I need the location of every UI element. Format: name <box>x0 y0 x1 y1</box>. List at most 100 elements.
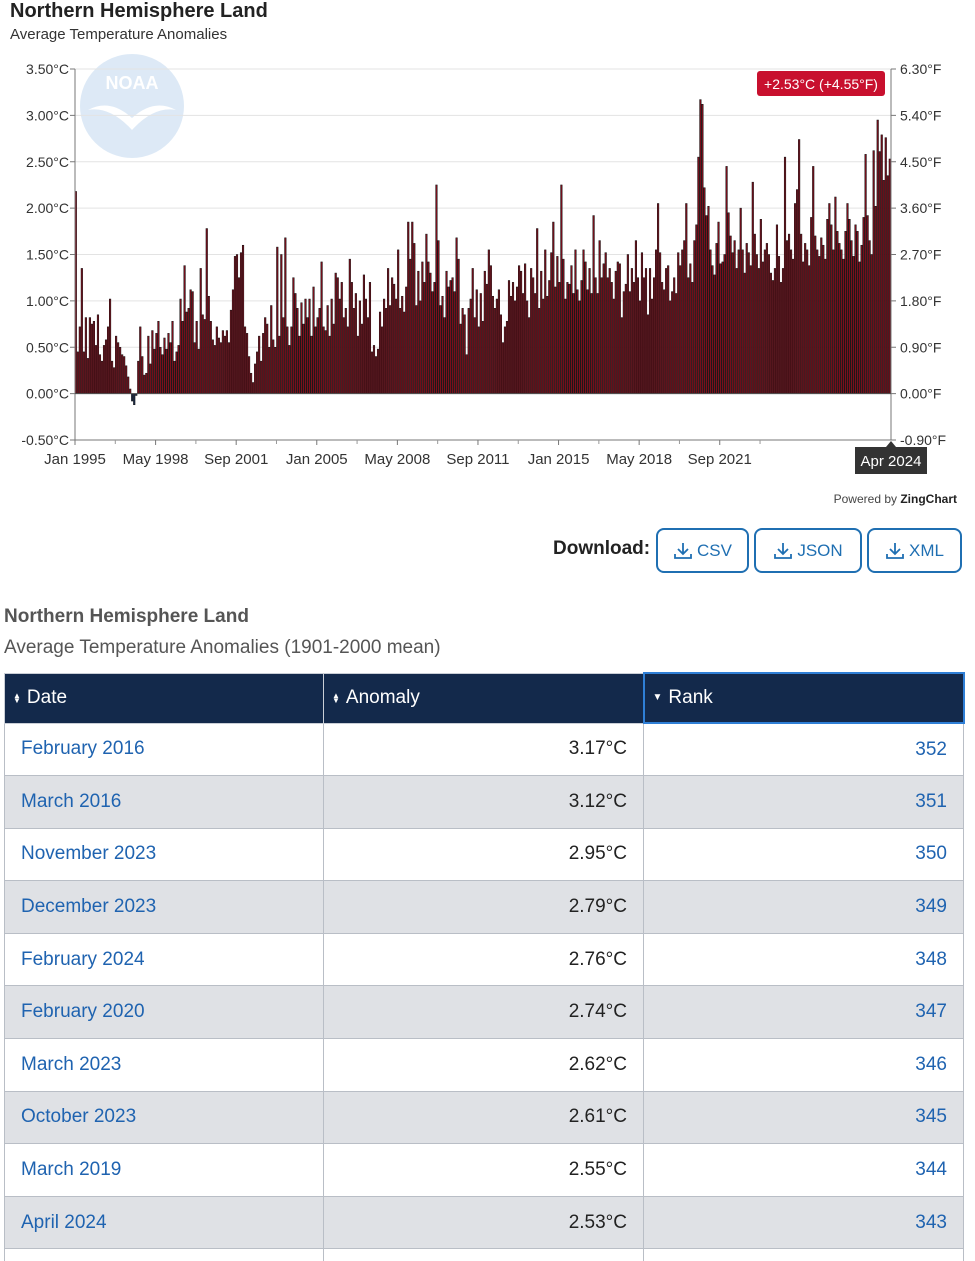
bar[interactable] <box>270 305 273 394</box>
bar[interactable] <box>646 314 650 394</box>
bar[interactable] <box>322 326 325 394</box>
bar[interactable] <box>677 252 680 394</box>
bar[interactable] <box>769 272 772 394</box>
bar[interactable] <box>794 203 797 394</box>
bar[interactable] <box>638 300 642 394</box>
bar[interactable] <box>737 249 740 394</box>
bar[interactable] <box>318 308 321 394</box>
bar[interactable] <box>675 293 678 394</box>
bar[interactable] <box>578 300 581 394</box>
bar[interactable] <box>173 360 176 394</box>
bar[interactable] <box>199 268 202 394</box>
bar[interactable] <box>693 240 696 394</box>
bar[interactable] <box>338 298 341 394</box>
bar[interactable] <box>882 180 885 394</box>
bar[interactable] <box>548 280 551 394</box>
bar[interactable] <box>340 282 343 394</box>
bar[interactable] <box>191 291 194 394</box>
bar[interactable] <box>372 345 376 394</box>
bar[interactable] <box>733 240 736 394</box>
date-cell[interactable]: February 2016 <box>4 722 324 777</box>
bar[interactable] <box>84 317 87 394</box>
bar[interactable] <box>864 154 867 394</box>
bar[interactable] <box>818 256 821 394</box>
bar[interactable] <box>350 282 353 394</box>
rank-cell[interactable]: 347 <box>643 985 964 1040</box>
download-csv-button[interactable]: CSV <box>656 528 749 573</box>
bar[interactable] <box>832 249 835 394</box>
bar[interactable] <box>679 265 682 394</box>
bar[interactable] <box>816 249 819 394</box>
bar[interactable] <box>104 339 108 394</box>
bar[interactable] <box>342 317 345 394</box>
bar[interactable] <box>419 300 422 394</box>
bar[interactable] <box>141 356 144 394</box>
bar[interactable] <box>689 263 692 394</box>
bar[interactable] <box>719 263 722 394</box>
bar[interactable] <box>812 166 815 394</box>
bar[interactable] <box>665 268 668 394</box>
bar[interactable] <box>401 295 404 394</box>
bar[interactable] <box>751 181 754 394</box>
bar[interactable] <box>777 256 781 394</box>
bar[interactable] <box>391 277 394 394</box>
bar[interactable] <box>522 293 525 394</box>
bar[interactable] <box>167 333 170 394</box>
bar[interactable] <box>648 268 652 394</box>
bar[interactable] <box>127 376 130 394</box>
bar[interactable] <box>153 348 156 394</box>
bar[interactable] <box>785 240 789 394</box>
bar[interactable] <box>197 348 200 394</box>
bar[interactable] <box>100 360 104 394</box>
bar[interactable] <box>532 277 535 394</box>
rank-cell[interactable]: 344 <box>643 1143 964 1197</box>
bar[interactable] <box>757 268 760 394</box>
bar[interactable] <box>544 249 547 394</box>
bar[interactable] <box>292 277 295 394</box>
bar[interactable] <box>528 317 531 394</box>
bar[interactable] <box>703 187 706 394</box>
bar[interactable] <box>870 254 873 394</box>
bar[interactable] <box>94 345 98 394</box>
rank-cell[interactable] <box>643 1248 964 1261</box>
download-xml-button[interactable]: XML <box>867 528 962 573</box>
bar[interactable] <box>767 254 770 394</box>
bar[interactable] <box>113 367 116 394</box>
bar[interactable] <box>326 305 329 394</box>
bar[interactable] <box>225 330 228 394</box>
bar[interactable] <box>872 150 875 394</box>
bar[interactable] <box>824 258 827 394</box>
bar[interactable] <box>165 348 168 394</box>
bar[interactable] <box>201 314 204 394</box>
bar[interactable] <box>804 243 807 394</box>
bar[interactable] <box>96 314 100 394</box>
bar[interactable] <box>161 354 164 394</box>
bar[interactable] <box>590 293 593 394</box>
bar[interactable] <box>393 283 396 394</box>
bar[interactable] <box>745 243 748 394</box>
bar[interactable] <box>278 335 281 394</box>
bar[interactable] <box>282 317 285 394</box>
bar[interactable] <box>511 282 515 394</box>
bar[interactable] <box>463 314 466 394</box>
bar[interactable] <box>139 326 142 394</box>
bar[interactable] <box>669 300 672 394</box>
bar[interactable] <box>445 270 448 394</box>
bar[interactable] <box>828 203 831 394</box>
bar[interactable] <box>181 321 184 394</box>
bar[interactable] <box>540 270 543 394</box>
bar[interactable] <box>241 244 245 394</box>
bar[interactable] <box>449 280 452 394</box>
bar[interactable] <box>383 298 386 394</box>
bar[interactable] <box>822 244 825 394</box>
bar[interactable] <box>421 261 424 394</box>
bar[interactable] <box>715 243 718 394</box>
bar[interactable] <box>290 326 293 394</box>
bar[interactable] <box>568 283 571 394</box>
download-json-button[interactable]: JSON <box>754 528 862 573</box>
bar[interactable] <box>661 282 664 394</box>
bar[interactable] <box>80 268 83 394</box>
bar[interactable] <box>121 354 124 394</box>
bar[interactable] <box>612 298 615 394</box>
bar[interactable] <box>431 291 434 394</box>
